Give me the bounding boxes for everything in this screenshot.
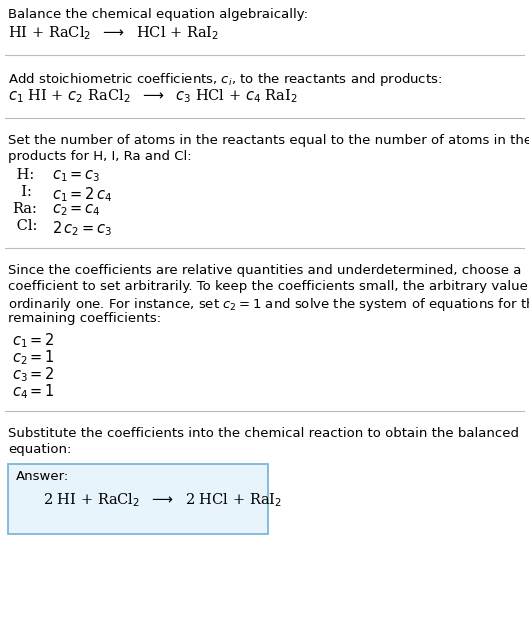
Text: $c_2 = 1$: $c_2 = 1$ (12, 348, 55, 367)
Text: $c_1 = 2$: $c_1 = 2$ (12, 331, 55, 350)
Text: $c_2 = c_4$: $c_2 = c_4$ (52, 202, 101, 217)
Text: H:: H: (12, 168, 34, 182)
Text: $c_4 = 1$: $c_4 = 1$ (12, 382, 55, 401)
Text: products for H, I, Ra and Cl:: products for H, I, Ra and Cl: (8, 150, 191, 163)
Text: $c_1 = 2\,c_4$: $c_1 = 2\,c_4$ (52, 185, 113, 204)
Text: coefficient to set arbitrarily. To keep the coefficients small, the arbitrary va: coefficient to set arbitrarily. To keep … (8, 280, 529, 293)
Text: $c_3 = 2$: $c_3 = 2$ (12, 365, 55, 384)
FancyBboxPatch shape (8, 464, 268, 534)
Text: 2 HI + RaCl$_2$  $\longrightarrow$  2 HCl + RaI$_2$: 2 HI + RaCl$_2$ $\longrightarrow$ 2 HCl … (43, 491, 282, 509)
Text: $c_1 = c_3$: $c_1 = c_3$ (52, 168, 101, 184)
Text: Answer:: Answer: (16, 470, 69, 483)
Text: HI + RaCl$_2$  $\longrightarrow$  HCl + RaI$_2$: HI + RaCl$_2$ $\longrightarrow$ HCl + Ra… (8, 24, 220, 42)
Text: Add stoichiometric coefficients, $c_i$, to the reactants and products:: Add stoichiometric coefficients, $c_i$, … (8, 71, 442, 88)
Text: ordinarily one. For instance, set $c_2 = 1$ and solve the system of equations fo: ordinarily one. For instance, set $c_2 =… (8, 296, 529, 313)
Text: equation:: equation: (8, 443, 71, 456)
Text: $2\,c_2 = c_3$: $2\,c_2 = c_3$ (52, 219, 112, 238)
Text: Cl:: Cl: (12, 219, 38, 233)
Text: remaining coefficients:: remaining coefficients: (8, 312, 161, 325)
Text: I:: I: (12, 185, 32, 199)
Text: Ra:: Ra: (12, 202, 37, 216)
Text: Balance the chemical equation algebraically:: Balance the chemical equation algebraica… (8, 8, 308, 21)
Text: $c_1$ HI + $c_2$ RaCl$_2$  $\longrightarrow$  $c_3$ HCl + $c_4$ RaI$_2$: $c_1$ HI + $c_2$ RaCl$_2$ $\longrightarr… (8, 87, 298, 105)
Text: Since the coefficients are relative quantities and underdetermined, choose a: Since the coefficients are relative quan… (8, 264, 522, 277)
Text: Substitute the coefficients into the chemical reaction to obtain the balanced: Substitute the coefficients into the che… (8, 427, 519, 440)
Text: Set the number of atoms in the reactants equal to the number of atoms in the: Set the number of atoms in the reactants… (8, 134, 529, 147)
